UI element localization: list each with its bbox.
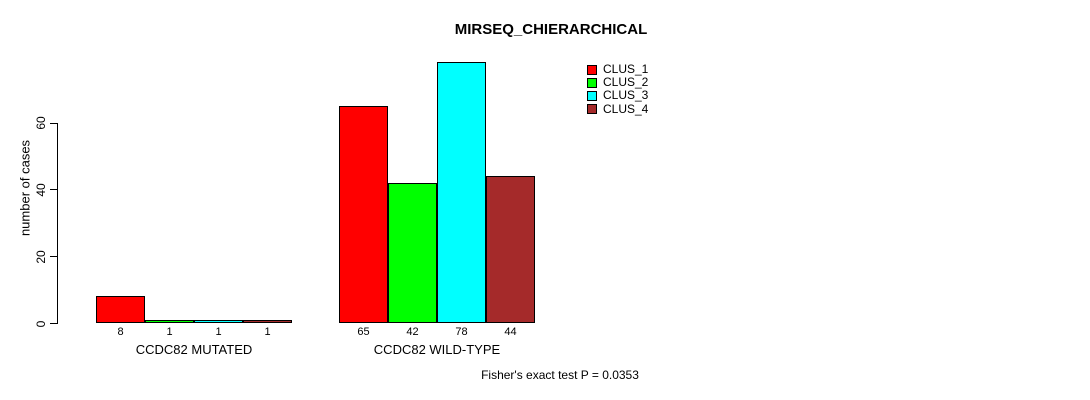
legend-swatch [587,64,597,75]
bar [194,320,243,323]
bar-value-label: 1 [264,326,271,338]
bar-value-label: 78 [455,326,468,338]
bar [486,176,535,323]
bar-value-label: 65 [357,326,370,338]
bar [243,320,292,323]
bar-value-label: 1 [166,326,173,338]
y-tick-label: 40 [34,183,48,197]
bar [145,320,194,323]
legend-item: CLUS_1 [587,62,649,76]
legend-item: CLUS_2 [587,75,649,90]
y-axis-label: number of cases [17,139,33,237]
bar-value-label: 1 [215,326,222,338]
legend-item: CLUS_3 [587,88,649,103]
bar-value-label: 42 [406,326,419,338]
bar [437,62,486,323]
y-tick-mark [50,189,57,191]
legend-swatch [587,104,597,115]
bar [388,183,437,323]
y-tick-label: 0 [34,320,48,327]
y-axis-line [57,122,58,324]
y-tick-mark [50,323,57,324]
x-category-label: CCDC82 WILD-TYPE [373,342,501,357]
legend-label: CLUS_2 [603,75,649,90]
legend-swatch [587,77,597,88]
y-tick-label: 20 [34,250,48,264]
legend-label: CLUS_4 [603,101,649,116]
legend-label: CLUS_1 [603,62,649,76]
y-tick-mark [50,122,57,124]
x-category-label: CCDC82 MUTATED [135,342,253,357]
bar-value-label: 44 [504,326,517,338]
bar [339,106,388,323]
chart-title: MIRSEQ_CHIERARCHICAL [454,21,648,38]
legend-swatch [587,90,597,101]
pvalue-annotation: Fisher's exact test P = 0.0353 [481,368,639,382]
y-tick-label: 60 [34,116,48,130]
legend-label: CLUS_3 [603,88,649,103]
legend-item: CLUS_4 [587,101,649,116]
y-tick-mark [50,256,57,258]
bar-value-label: 8 [117,326,124,338]
bar [96,296,145,323]
